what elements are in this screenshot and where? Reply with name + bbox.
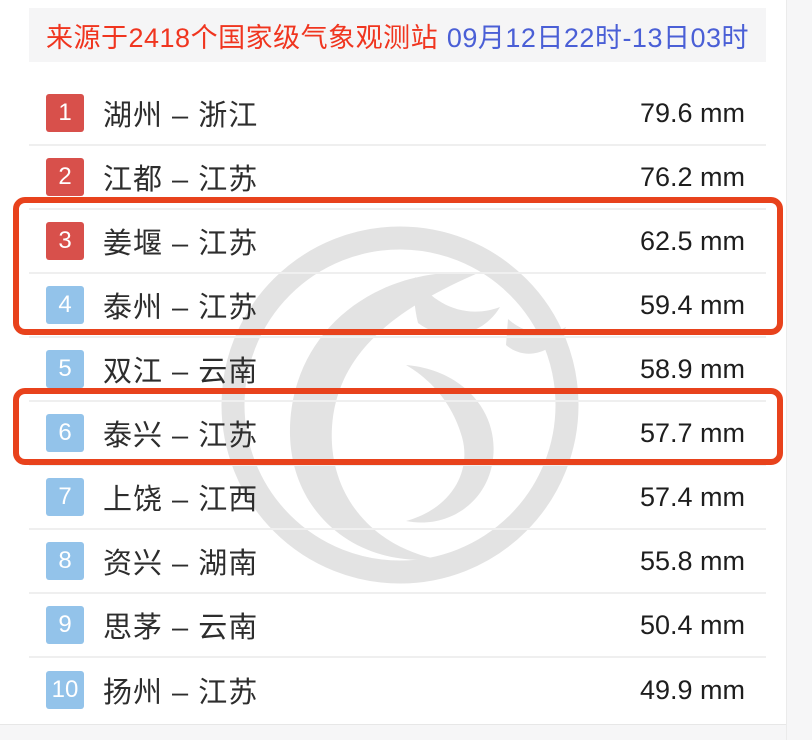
station-province-label: 上饶 – 江西 [103,484,259,516]
list-item[interactable]: 9 思茅 – 云南 50.4 mm [29,594,766,658]
list-item[interactable]: 7 上饶 – 江西 57.4 mm [29,466,766,530]
list-item[interactable]: 2 江都 – 江苏 76.2 mm [29,146,766,210]
header-bar: 来源于2418个国家级气象观测站 09月12日22时-13日03时 [29,8,766,62]
precipitation-value: 57.7 mm [639,417,745,448]
rank-badge: 5 [46,350,84,388]
rank-badge: 8 [46,542,84,580]
station-province-label: 湖州 – 浙江 [103,100,259,132]
station-province-label: 姜堰 – 江苏 [103,228,259,260]
page-bottom-background [0,724,786,740]
precipitation-value: 55.8 mm [639,545,745,576]
precipitation-value: 79.6 mm [639,97,745,128]
precipitation-ranking-list: 1 湖州 – 浙江 79.6 mm 2 江都 – 江苏 76.2 mm 3 姜堰… [29,82,766,722]
precipitation-value: 59.4 mm [639,289,745,320]
list-item[interactable]: 8 资兴 – 湖南 55.8 mm [29,530,766,594]
rank-badge: 6 [46,414,84,452]
station-province-label: 资兴 – 湖南 [103,548,259,580]
precipitation-value: 57.4 mm [639,481,745,512]
precipitation-value: 62.5 mm [639,225,745,256]
station-province-label: 泰兴 – 江苏 [103,420,259,452]
list-item[interactable]: 3 姜堰 – 江苏 62.5 mm [29,210,766,274]
precipitation-value: 58.9 mm [639,353,745,384]
station-province-label: 泰州 – 江苏 [103,292,259,324]
station-province-label: 思茅 – 云南 [103,612,259,644]
rank-badge: 7 [46,478,84,516]
list-item[interactable]: 4 泰州 – 江苏 59.4 mm [29,274,766,338]
rank-badge: 1 [46,94,84,132]
data-source-label: 来源于2418个国家级气象观测站 [46,22,439,53]
rank-badge: 10 [46,671,84,709]
rank-badge: 9 [46,606,84,644]
station-province-label: 双江 – 云南 [103,356,259,388]
time-range-label: 09月12日22时-13日03时 [446,22,749,53]
page-right-gutter [786,0,812,740]
list-item[interactable]: 1 湖州 – 浙江 79.6 mm [29,82,766,146]
precipitation-value: 50.4 mm [639,609,745,640]
list-item[interactable]: 10 扬州 – 江苏 49.9 mm [29,658,766,722]
station-province-label: 扬州 – 江苏 [103,677,259,709]
rank-badge: 4 [46,286,84,324]
rank-badge: 3 [46,222,84,260]
rank-badge: 2 [46,158,84,196]
list-item[interactable]: 5 双江 – 云南 58.9 mm [29,338,766,402]
precipitation-value: 76.2 mm [639,161,745,192]
precipitation-value: 49.9 mm [639,674,745,705]
station-province-label: 江都 – 江苏 [103,164,259,196]
list-item[interactable]: 6 泰兴 – 江苏 57.7 mm [29,402,766,466]
